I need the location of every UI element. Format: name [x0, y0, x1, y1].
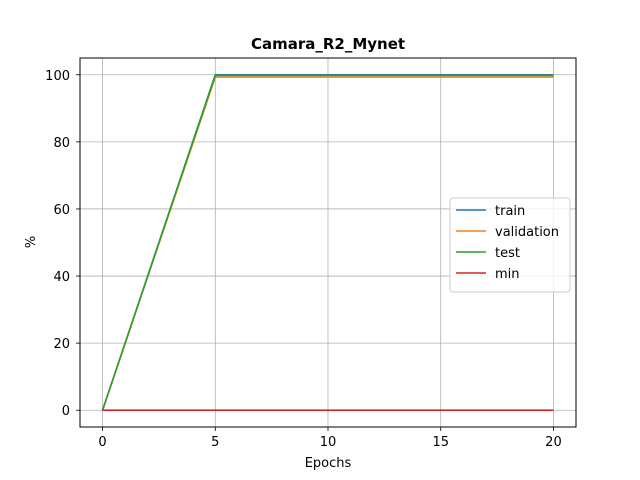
x-tick-label: 15 [432, 435, 449, 450]
legend-label-validation: validation [495, 225, 559, 240]
y-tick-label: 100 [45, 69, 70, 84]
y-tick-label: 60 [53, 203, 70, 218]
x-axis-label: Epochs [305, 456, 352, 471]
legend-label-min: min [495, 267, 520, 282]
legend-label-test: test [495, 246, 520, 261]
legend-label-train: train [495, 204, 525, 219]
x-tick-label: 10 [320, 435, 337, 450]
y-tick-label: 40 [53, 270, 70, 285]
chart-title: Camara_R2_Mynet [251, 35, 405, 53]
legend-box [449, 197, 571, 293]
x-tick-label: 0 [98, 435, 106, 450]
x-axis: 0 5 10 15 20 [98, 427, 562, 450]
legend: train validation test min [449, 197, 571, 293]
x-tick-label: 20 [545, 435, 562, 450]
y-axis: 0 20 40 60 80 100 [45, 69, 80, 419]
series-line-test [101, 74, 554, 411]
y-tick-label: 80 [53, 136, 70, 151]
y-axis-label: % [24, 236, 39, 248]
y-tick-label: 20 [53, 337, 70, 352]
y-tick-label: 0 [62, 404, 70, 419]
x-tick-label: 5 [211, 435, 219, 450]
series-lines [101, 73, 554, 412]
